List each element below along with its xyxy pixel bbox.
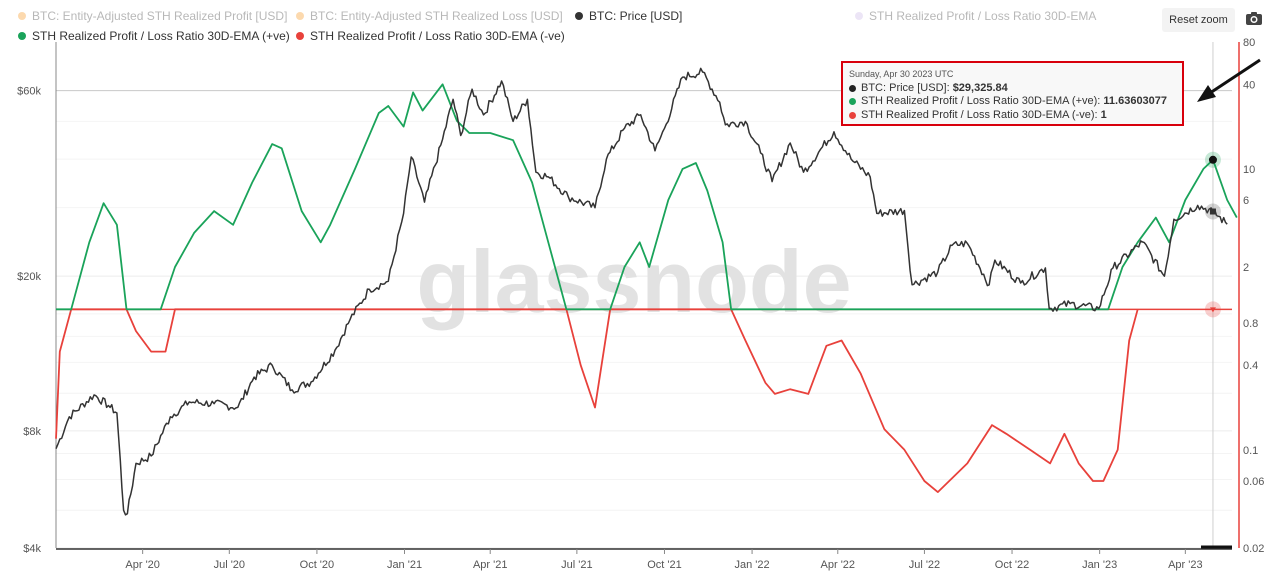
x-tick-label: Oct '20 — [300, 559, 335, 571]
y-right-tick-label: 0.02 — [1243, 543, 1264, 555]
x-tick-label: Jan '23 — [1082, 559, 1117, 571]
series-ratio-negative — [55, 308, 1139, 493]
tooltip-ratio-neg-label: STH Realized Profit / Loss Ratio 30D-EMA… — [861, 108, 1098, 121]
x-tick-label: Jul '21 — [561, 559, 592, 571]
x-tick-label: Jul '20 — [214, 559, 245, 571]
camera-icon[interactable] — [1245, 10, 1263, 28]
series-btc-price — [55, 67, 1228, 516]
y-left-tick-label: $20k — [17, 271, 41, 283]
y-right-tick-label: 0.1 — [1243, 445, 1258, 457]
series-group — [55, 67, 1238, 516]
tooltip-price-label: BTC: Price [USD]: — [861, 81, 950, 94]
legend-label: STH Realized Profit / Loss Ratio 30D-EMA… — [32, 29, 290, 43]
tooltip-ratio-neg-value: 1 — [1100, 108, 1107, 121]
reset-zoom-button[interactable]: Reset zoom — [1162, 8, 1235, 32]
legend-label: STH Realized Profit / Loss Ratio 30D-EMA — [869, 9, 1097, 23]
hover-point-price — [1209, 208, 1216, 215]
x-tick-label: Jan '22 — [735, 559, 770, 571]
tooltip-date: Sunday, Apr 30 2023 UTC — [849, 69, 954, 79]
tooltip-row-ratio-neg: STH Realized Profit / Loss Ratio 30D-EMA… — [849, 109, 1176, 123]
y-right-tick-label: 6 — [1243, 195, 1249, 207]
x-tick-label: Apr '23 — [1168, 559, 1203, 571]
x-tick-label: Oct '21 — [647, 559, 682, 571]
tooltip-ratio-pos-value: 11.63603077 — [1103, 95, 1168, 107]
annotation-arrow — [1197, 58, 1261, 549]
legend-item[interactable]: STH Realized Profit / Loss Ratio 30D-EMA… — [18, 29, 290, 43]
y-right-tick-label: 0.8 — [1243, 318, 1258, 330]
y-right-tick-label: 0.06 — [1243, 476, 1264, 488]
legend-marker — [296, 12, 304, 20]
tooltip-ratio-neg-dot — [849, 111, 856, 119]
legend-label: BTC: Price [USD] — [589, 9, 683, 23]
legend-marker — [296, 32, 304, 40]
legend-label: BTC: Entity-Adjusted STH Realized Loss [… — [310, 9, 563, 23]
legend-item[interactable]: BTC: Price [USD] — [575, 9, 682, 23]
y-right-tick-label: 80 — [1243, 37, 1255, 49]
tooltip-price-value: $29,325.84 — [952, 81, 1008, 94]
legend-label: BTC: Entity-Adjusted STH Realized Profit… — [32, 9, 288, 23]
tooltip-row-ratio-pos: STH Realized Profit / Loss Ratio 30D-EMA… — [849, 95, 1176, 109]
arrow-shaft — [1206, 58, 1261, 97]
x-tick-label: Apr '21 — [473, 559, 508, 571]
x-tick-label: Apr '20 — [125, 559, 160, 571]
tooltip-ratio-pos-label: STH Realized Profit / Loss Ratio 30D-EMA… — [861, 95, 1101, 107]
legend-item[interactable]: STH Realized Profit / Loss Ratio 30D-EMA… — [296, 29, 565, 43]
legend-marker — [18, 32, 26, 40]
x-axis: Apr '20 Jul '20 Oct '20 Jan '21 Apr '21 Jul '… — [56, 548, 1232, 571]
y-right-tick-label: 0.4 — [1243, 360, 1258, 372]
legend-item[interactable]: BTC: Entity-Adjusted STH Realized Profit… — [18, 9, 287, 23]
watermark: glassnode — [416, 232, 851, 331]
legend-marker — [855, 12, 863, 20]
x-tick-label: Jul '22 — [909, 559, 940, 571]
y-right-tick-label: 2 — [1243, 262, 1249, 274]
series-ratio-positive — [56, 83, 1238, 311]
y-axis-right: 0.02 0.06 0.1 0.4 0.8 2 6 10 40 80 — [1238, 37, 1264, 555]
watermark-text: glassnode — [416, 232, 851, 331]
legend-marker — [575, 12, 583, 20]
legend-label: STH Realized Profit / Loss Ratio 30D-EMA… — [310, 29, 565, 43]
tooltip: Sunday, Apr 30 2023 UTC BTC: Price [USD]… — [841, 61, 1184, 126]
tooltip-price-dot — [849, 84, 856, 92]
tooltip-row-price: BTC: Price [USD]: $29,325.84 — [849, 82, 1176, 96]
legend-item[interactable]: BTC: Entity-Adjusted STH Realized Loss [… — [296, 9, 563, 23]
y-axis-left: $4k $8k $20k $60k — [17, 42, 57, 555]
hover-markers — [1204, 42, 1221, 548]
tooltip-ratio-pos-dot — [849, 98, 856, 106]
y-left-tick-label: $8k — [23, 426, 41, 438]
x-tick-label: Jan '21 — [387, 559, 422, 571]
hover-point-ratio-neg — [1209, 307, 1216, 313]
legend-marker — [18, 12, 26, 20]
hover-point-ratio-pos — [1208, 155, 1217, 164]
legend-item[interactable]: STH Realized Profit / Loss Ratio 30D-EMA — [855, 9, 1096, 23]
y-right-tick-label: 10 — [1243, 164, 1255, 176]
arrow-head — [1197, 85, 1216, 102]
y-right-tick-label: 40 — [1243, 79, 1255, 91]
y-left-tick-label: $60k — [17, 86, 41, 98]
x-tick-label: Oct '22 — [995, 559, 1030, 571]
x-tick-label: Apr '22 — [821, 559, 856, 571]
y-left-tick-label: $4k — [23, 543, 41, 555]
